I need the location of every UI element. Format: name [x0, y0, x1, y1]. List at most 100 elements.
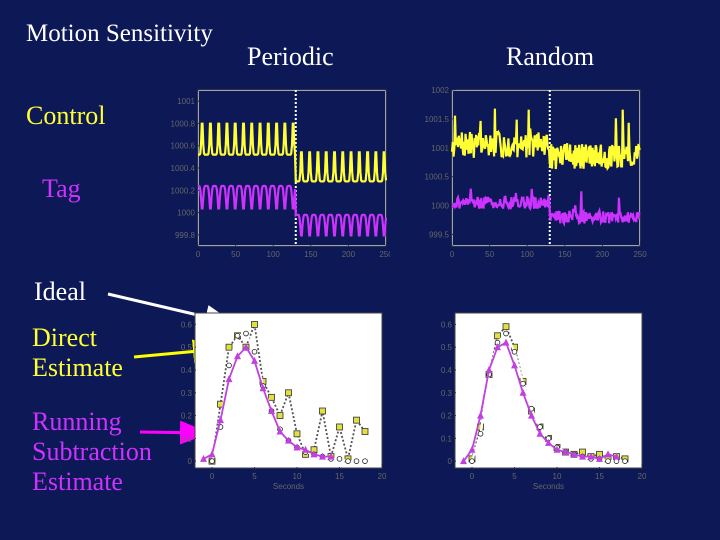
y-tick-label: 0.5 — [441, 343, 453, 352]
y-tick-label: 1001 — [177, 97, 195, 106]
direct-estimate-point — [502, 323, 510, 331]
y-tick-label: 0 — [188, 457, 193, 466]
ideal-point — [622, 458, 628, 464]
running-estimate-point — [251, 356, 258, 364]
running-estimate-point — [545, 438, 552, 446]
y-tick-label: 1001 — [431, 144, 449, 153]
running-estimate-point — [208, 450, 216, 458]
direct-estimate-point — [319, 407, 326, 415]
running-estimate-point — [562, 448, 569, 456]
running-estimate-point — [285, 436, 292, 444]
ideal-point — [234, 332, 241, 339]
x-tick-label: 100 — [267, 250, 281, 259]
ideal-point — [226, 362, 232, 369]
running-estimate-point — [302, 445, 309, 453]
y-tick-label: 0.6 — [181, 320, 193, 329]
column-heading-periodic: Periodic — [247, 42, 334, 71]
y-tick-label: 0.3 — [181, 389, 193, 398]
ideal-point — [353, 458, 360, 464]
ideal-point — [336, 456, 343, 462]
running-estimate-point — [293, 443, 301, 451]
trace-control — [198, 122, 388, 183]
trace-tag — [451, 188, 641, 228]
ideal-point — [251, 348, 258, 355]
x-tick-label: 0 — [470, 472, 475, 481]
trace-control — [450, 108, 641, 172]
y-tick-label: 1000 — [177, 209, 195, 218]
running-estimate-point — [502, 338, 510, 346]
x-tick-label: 0 — [450, 250, 455, 259]
running-estimate-point — [319, 452, 326, 460]
x-tick-label: 250 — [379, 250, 390, 259]
y-tick-label: 0.3 — [441, 389, 453, 398]
ideal-point — [209, 458, 215, 464]
y-tick-label: 1000 — [431, 202, 449, 211]
running-estimate-point — [553, 445, 561, 453]
running-estimate-point — [494, 343, 501, 351]
direct-estimate-point — [276, 412, 284, 419]
x-tick-label: 20 — [638, 472, 647, 481]
running-estimate-point — [217, 416, 224, 424]
running-estimate-point — [477, 411, 484, 419]
y-tick-label: 999.8 — [175, 231, 196, 240]
x-tick-label: 15 — [595, 472, 604, 481]
column-heading-random: Random — [506, 42, 595, 71]
y-tick-label: 1000.8 — [171, 119, 196, 128]
x-tick-label: 20 — [378, 472, 387, 481]
y-tick-label: 1000.5 — [425, 173, 450, 182]
y-tick-label: 0.4 — [441, 366, 453, 375]
x-tick-label: 50 — [485, 250, 494, 259]
running-estimate-point — [604, 450, 612, 458]
x-tick-label: 250 — [633, 250, 647, 259]
direct-estimate-point — [361, 428, 369, 435]
x-tick-label: 0 — [210, 472, 215, 481]
x-tick-label: 5 — [252, 472, 257, 481]
y-tick-label: 0.6 — [441, 320, 453, 329]
running-estimate-point — [536, 429, 544, 437]
label-direct-estimate: Direct Estimate — [32, 323, 123, 382]
direct-estimate-point — [336, 423, 343, 431]
running-estimate-point — [310, 450, 318, 458]
ideal-point — [605, 458, 611, 464]
slide-title: Motion Sensitivity — [26, 20, 213, 47]
y-tick-label: 0.1 — [181, 434, 193, 443]
running-estimate-point — [225, 375, 233, 383]
direct-estimate-point — [494, 332, 501, 340]
running-estimate-point — [200, 454, 207, 462]
y-tick-label: 0.4 — [181, 366, 193, 375]
direct-estimate-point — [268, 393, 275, 401]
ideal-point — [477, 431, 484, 437]
x-tick-label: 150 — [304, 250, 318, 259]
y-tick-label: 1001.5 — [425, 115, 450, 124]
running-estimate-point — [519, 388, 527, 396]
x-tick-label: 200 — [342, 250, 356, 259]
y-tick-label: 0.1 — [441, 434, 453, 443]
x-tick-label: 150 — [558, 250, 572, 259]
y-tick-label: 0.2 — [441, 412, 453, 421]
running-estimate-point — [528, 411, 535, 419]
running-estimate-point — [570, 450, 578, 458]
random-timeseries-chart: 0 50 100 150 200 250 999.5 1000 1000.5 1001 1001.5… — [425, 86, 648, 259]
ideal-point — [469, 458, 475, 464]
running-estimate-point — [511, 361, 518, 369]
label-control: Control — [26, 101, 106, 130]
ideal-point — [345, 458, 351, 464]
running-estimate-point — [259, 384, 267, 392]
series-line-running — [203, 345, 331, 460]
x-tick-label: 50 — [231, 250, 240, 259]
running-estimate-point — [234, 352, 241, 360]
label-ideal: Ideal — [34, 277, 86, 306]
y-tick-label: 1000.4 — [171, 164, 196, 173]
direct-estimate-point — [353, 416, 360, 424]
ideal-point — [511, 348, 518, 355]
x-tick-label: 0 — [196, 250, 201, 259]
running-estimate-point — [468, 445, 476, 453]
running-estimate-point — [268, 407, 275, 415]
x-tick-label: 10 — [293, 472, 302, 481]
running-estimate-point — [587, 452, 595, 460]
running-estimate-point — [242, 343, 250, 351]
x-axis-label: Seconds — [273, 482, 304, 491]
running-estimate-point — [485, 365, 493, 373]
direct-estimate-point — [225, 343, 233, 351]
running-estimate-point — [327, 452, 335, 460]
